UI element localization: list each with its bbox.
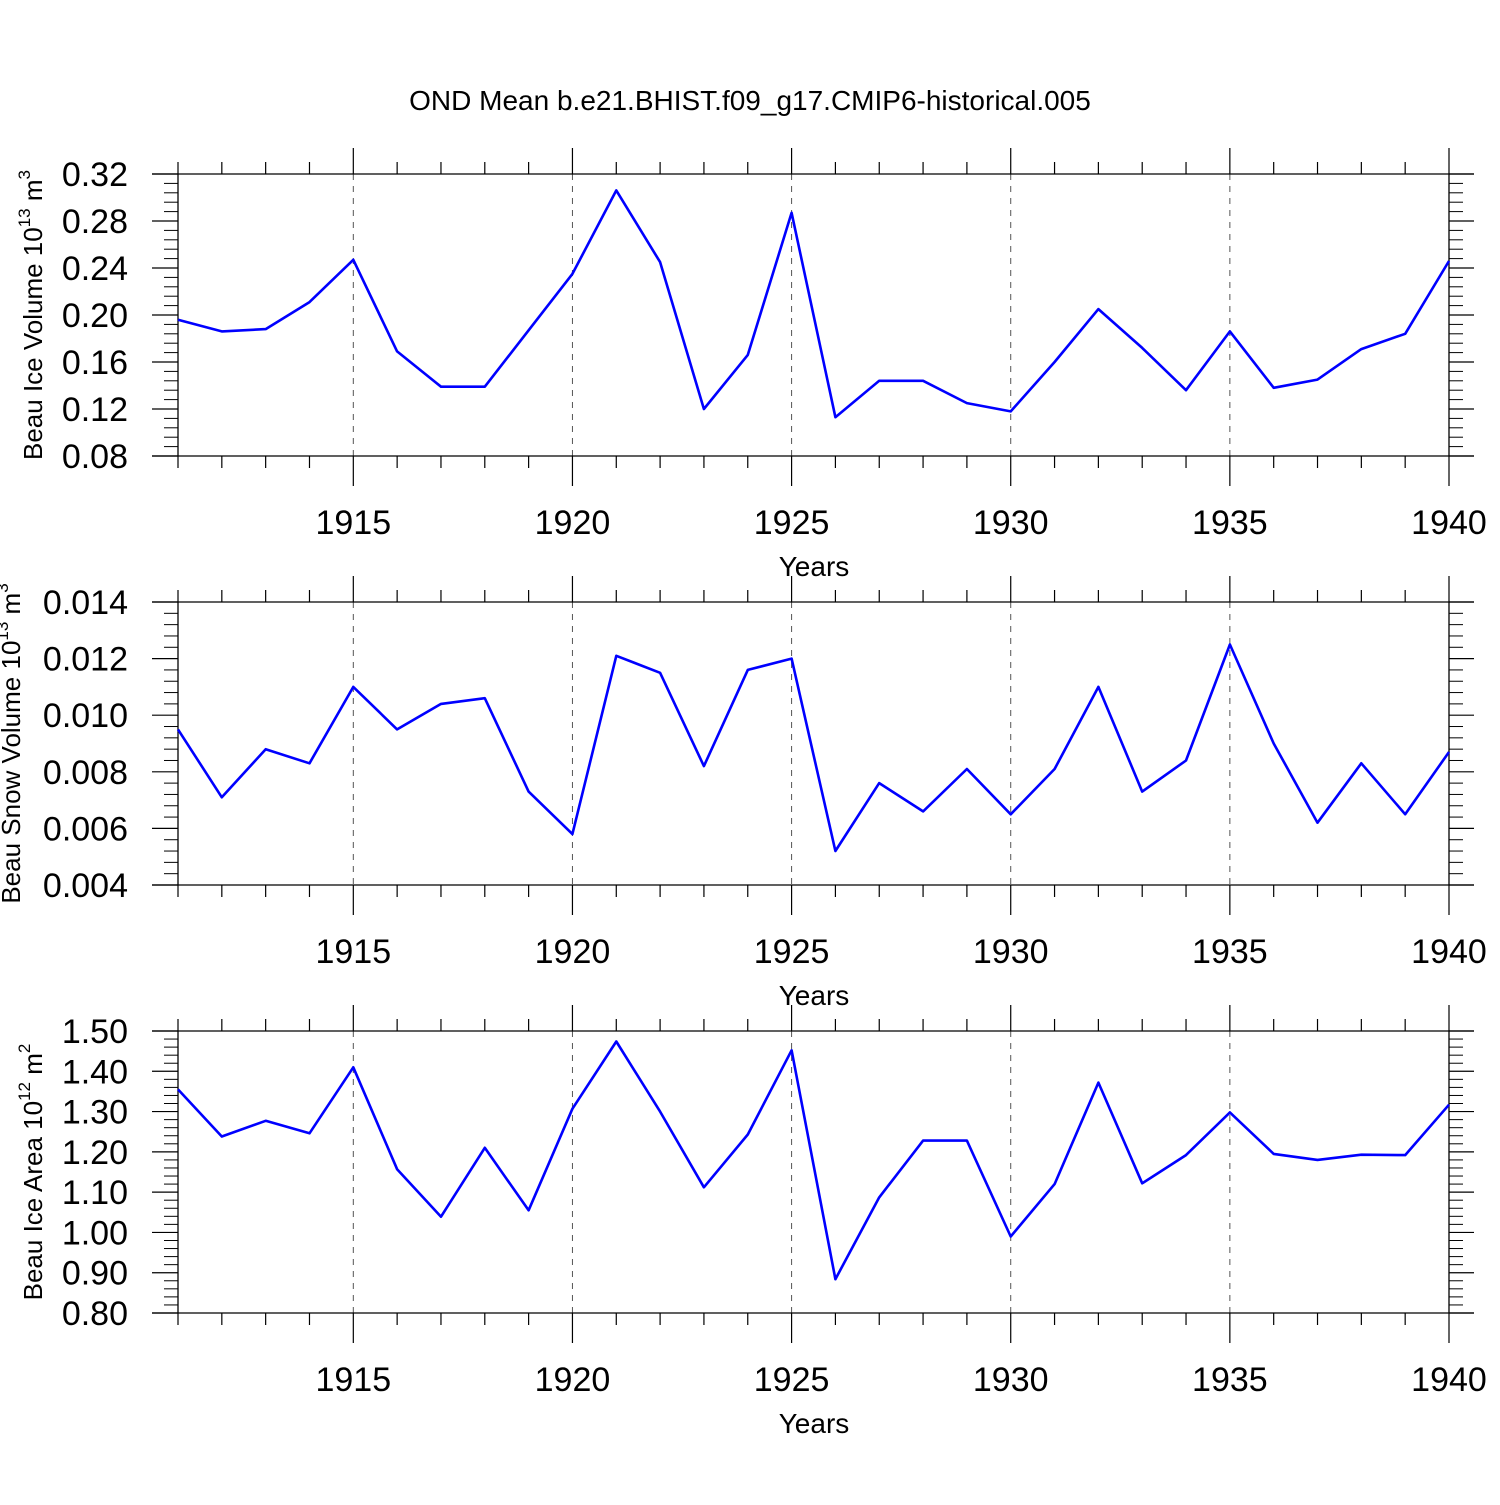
y-tick-label: 1.20 [62,1134,128,1172]
x-axis-label: Years [779,551,850,582]
panel-1: 0.08 0.12 0.16 0.20 0.24 0.28 0.32 1915 1920 1925… [15,148,1487,582]
y-axis-label-unit: m [0,593,26,622]
y-tick-label: 0.008 [43,754,128,792]
y-tick-label: 0.014 [43,584,128,622]
y-axis-label-exponent: 13 [0,622,12,641]
x-tick-label: 1915 [315,1361,391,1399]
x-tick-label: 1935 [1192,933,1268,971]
y-tick-label: 0.004 [43,867,128,905]
x-tick-label: 1930 [973,504,1049,542]
y-axis-label: Beau Ice Volume 1013 m3 [15,170,48,460]
series-line [178,645,1449,852]
y-tick-label: 0.012 [43,641,128,679]
x-tick-label: 1940 [1411,504,1487,542]
y-tick-label: 1.50 [62,1013,128,1051]
y-tick-label: 1.30 [62,1094,128,1132]
y-tick-label: 0.20 [62,297,128,335]
y-tick-label: 0.006 [43,810,128,848]
y-axis-label-unit-exponent: 2 [15,1044,34,1053]
x-tick-label: 1915 [315,504,391,542]
panel-3: 0.800.901.001.101.201.301.401.50 1915 1920… [15,1005,1487,1439]
series-line [178,1042,1449,1280]
series-line [178,190,1449,417]
y-axis-label-unit: m [18,1053,48,1082]
y-tick-label: 1.40 [62,1053,128,1091]
x-tick-label: 1935 [1192,504,1268,542]
y-tick-label: 0.32 [62,156,128,194]
y-axis-label-exponent: 12 [15,1082,34,1101]
x-tick-label: 1920 [535,504,611,542]
panel-2: 0.004 0.006 0.008 0.010 0.012 0.014 1915 1920 19… [0,576,1487,1011]
y-tick-label: 1.10 [62,1174,128,1212]
y-tick-label: 0.16 [62,344,128,382]
y-axis-label-unit-exponent: 3 [15,170,34,179]
x-tick-label: 1925 [754,1361,830,1399]
y-tick-label: 0.28 [62,203,128,241]
y-tick-label: 0.08 [62,438,128,476]
x-axis-label: Years [779,1408,850,1439]
x-tick-label: 1940 [1411,933,1487,971]
x-axis-label: Years [779,980,850,1011]
y-tick-label: 0.010 [43,697,128,735]
y-axis-label-main: Beau Ice Volume 10 [18,227,48,460]
chart-title: OND Mean b.e21.BHIST.f09_g17.CMIP6-histo… [409,85,1091,116]
y-tick-label: 0.24 [62,250,128,288]
y-tick-label: 0.12 [62,391,128,429]
y-axis-label-main: Beau Ice Area 10 [18,1101,48,1300]
y-tick-label: 0.80 [62,1295,128,1333]
y-axis-label-exponent: 13 [15,208,34,227]
x-tick-label: 1915 [315,933,391,971]
y-axis-label-unit-exponent: 3 [0,583,12,592]
y-axis-label-main: Beau Snow Volume 10 [0,641,26,904]
y-axis-label: Beau Ice Area 1012 m2 [15,1044,48,1301]
x-tick-label: 1920 [535,933,611,971]
x-tick-label: 1930 [973,933,1049,971]
x-tick-label: 1940 [1411,1361,1487,1399]
x-tick-label: 1925 [754,933,830,971]
y-tick-label: 1.00 [62,1214,128,1252]
x-tick-label: 1935 [1192,1361,1268,1399]
x-tick-label: 1920 [535,1361,611,1399]
y-axis-label-unit: m [18,179,48,208]
y-axis-label: Beau Snow Volume 1013 m3 [0,583,26,903]
x-tick-label: 1930 [973,1361,1049,1399]
x-tick-label: 1925 [754,504,830,542]
y-tick-label: 0.90 [62,1255,128,1293]
